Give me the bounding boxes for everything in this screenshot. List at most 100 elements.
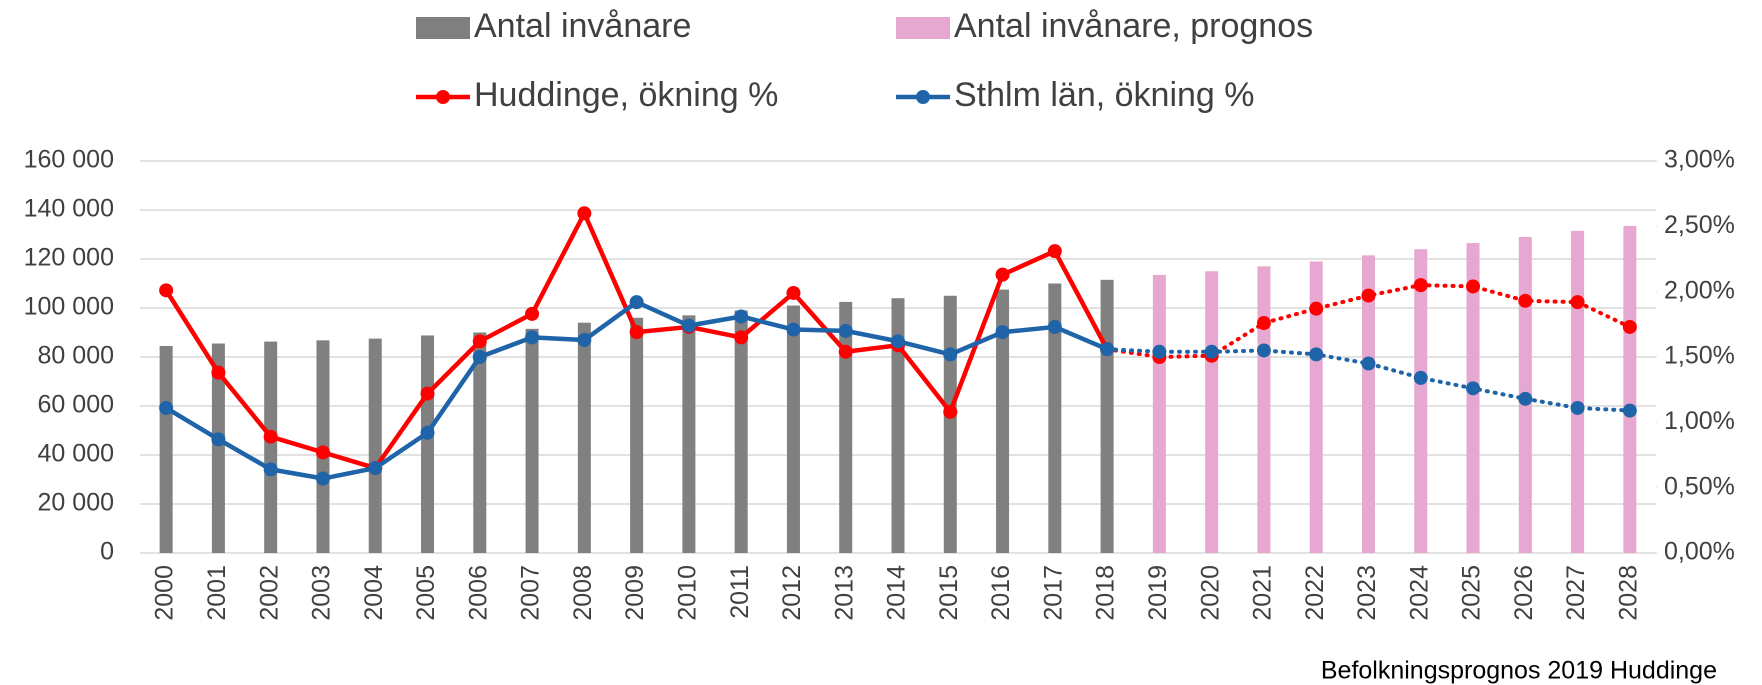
x-tick-label: 2013 bbox=[830, 565, 858, 621]
bar bbox=[421, 335, 435, 553]
marker bbox=[368, 461, 383, 476]
x-tick-label: 2010 bbox=[674, 565, 702, 621]
x-tick-label: 2028 bbox=[1614, 565, 1642, 621]
x-tick-label: 2016 bbox=[987, 565, 1015, 621]
y-tick-label: 60 000 bbox=[38, 391, 114, 419]
marker bbox=[472, 350, 487, 364]
marker bbox=[263, 462, 278, 477]
bar bbox=[839, 301, 853, 553]
y2-tick-label: 0,50% bbox=[1664, 472, 1735, 500]
legend-label: Antal invånare bbox=[474, 7, 691, 45]
x-tick-label: 2019 bbox=[1144, 565, 1172, 621]
bar bbox=[1257, 266, 1271, 553]
bar bbox=[891, 298, 905, 553]
marker bbox=[1256, 316, 1271, 331]
x-tick-label: 2003 bbox=[308, 565, 336, 621]
legend-label: Huddinge, ökning % bbox=[474, 76, 778, 114]
marker bbox=[525, 330, 540, 345]
x-tick-label: 2004 bbox=[360, 565, 388, 621]
marker bbox=[1152, 344, 1167, 359]
marker bbox=[943, 347, 958, 362]
bar bbox=[1048, 283, 1062, 553]
marker bbox=[1204, 344, 1219, 359]
x-tick-label: 2005 bbox=[412, 565, 440, 621]
bar bbox=[1361, 255, 1375, 553]
marker bbox=[1413, 370, 1428, 385]
y-tick-label: 0 bbox=[100, 538, 114, 566]
bar bbox=[682, 315, 696, 553]
bar bbox=[1309, 261, 1323, 553]
marker bbox=[211, 365, 226, 380]
x-tick-label: 2026 bbox=[1510, 565, 1538, 621]
marker bbox=[1047, 319, 1062, 334]
marker bbox=[1518, 293, 1533, 308]
marker bbox=[1309, 301, 1324, 316]
bar bbox=[211, 343, 225, 553]
marker bbox=[995, 267, 1010, 282]
marker bbox=[420, 425, 435, 440]
x-tick-label: 2012 bbox=[778, 565, 806, 621]
y-tick-label: 100 000 bbox=[24, 293, 114, 321]
x-tick-label: 2002 bbox=[255, 565, 283, 621]
marker bbox=[629, 295, 644, 310]
bar bbox=[264, 341, 278, 553]
x-tick-label: 2023 bbox=[1353, 565, 1381, 621]
bar bbox=[1414, 249, 1428, 553]
bar bbox=[943, 295, 957, 553]
x-tick-label: 2024 bbox=[1405, 565, 1433, 621]
x-tick-label: 2027 bbox=[1562, 565, 1590, 621]
x-tick-label: 2001 bbox=[203, 565, 231, 621]
y2-tick-label: 1,00% bbox=[1664, 407, 1735, 435]
x-tick-label: 2014 bbox=[883, 565, 911, 621]
x-tick-label: 2017 bbox=[1039, 565, 1067, 621]
marker bbox=[786, 322, 801, 337]
marker bbox=[263, 429, 278, 444]
marker bbox=[525, 306, 540, 321]
marker bbox=[995, 325, 1010, 340]
annotation: Befolkningsprognos 2019 Huddinge bbox=[1321, 657, 1717, 685]
marker bbox=[159, 283, 174, 298]
marker bbox=[1570, 295, 1585, 310]
y2-tick-label: 0,00% bbox=[1664, 538, 1735, 566]
x-tick-label: 2018 bbox=[1092, 565, 1120, 621]
x-tick-label: 2020 bbox=[1196, 565, 1224, 621]
marker bbox=[838, 344, 853, 359]
y-tick-label: 80 000 bbox=[38, 342, 114, 370]
marker bbox=[1466, 279, 1481, 294]
marker bbox=[1256, 343, 1271, 358]
y-tick-label: 40 000 bbox=[38, 440, 114, 468]
x-tick-label: 2009 bbox=[621, 565, 649, 621]
marker bbox=[681, 318, 696, 333]
y-tick-label: 140 000 bbox=[24, 195, 114, 223]
marker bbox=[159, 400, 174, 415]
legend-swatch bbox=[416, 17, 470, 39]
y-tick-label: 20 000 bbox=[38, 489, 114, 517]
marker bbox=[734, 309, 749, 324]
marker bbox=[734, 330, 749, 345]
marker bbox=[211, 432, 226, 447]
marker bbox=[1622, 403, 1637, 418]
bar bbox=[630, 317, 644, 553]
marker bbox=[315, 445, 330, 460]
marker bbox=[420, 386, 435, 401]
y-tick-label: 160 000 bbox=[24, 146, 114, 174]
marker bbox=[315, 471, 330, 486]
bar bbox=[577, 322, 591, 553]
y2-tick-label: 2,00% bbox=[1664, 276, 1735, 304]
legend-swatch bbox=[436, 90, 450, 104]
marker bbox=[577, 206, 592, 221]
y2-tick-label: 3,00% bbox=[1664, 146, 1735, 174]
x-tick-label: 2022 bbox=[1301, 565, 1329, 621]
marker bbox=[1570, 400, 1585, 415]
marker bbox=[1466, 381, 1481, 396]
bar bbox=[473, 332, 487, 553]
marker bbox=[1518, 391, 1533, 406]
marker bbox=[838, 323, 853, 338]
x-tick-label: 2021 bbox=[1249, 565, 1277, 621]
marker bbox=[1622, 319, 1637, 334]
marker bbox=[1309, 347, 1324, 362]
bar bbox=[368, 338, 382, 553]
x-tick-label: 2000 bbox=[151, 565, 179, 621]
bar bbox=[996, 289, 1010, 553]
